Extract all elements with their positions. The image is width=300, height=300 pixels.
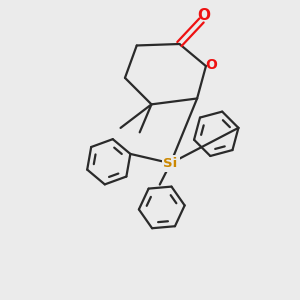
- Text: O: O: [205, 58, 217, 72]
- Text: O: O: [197, 8, 210, 22]
- Text: Si: Si: [164, 157, 178, 170]
